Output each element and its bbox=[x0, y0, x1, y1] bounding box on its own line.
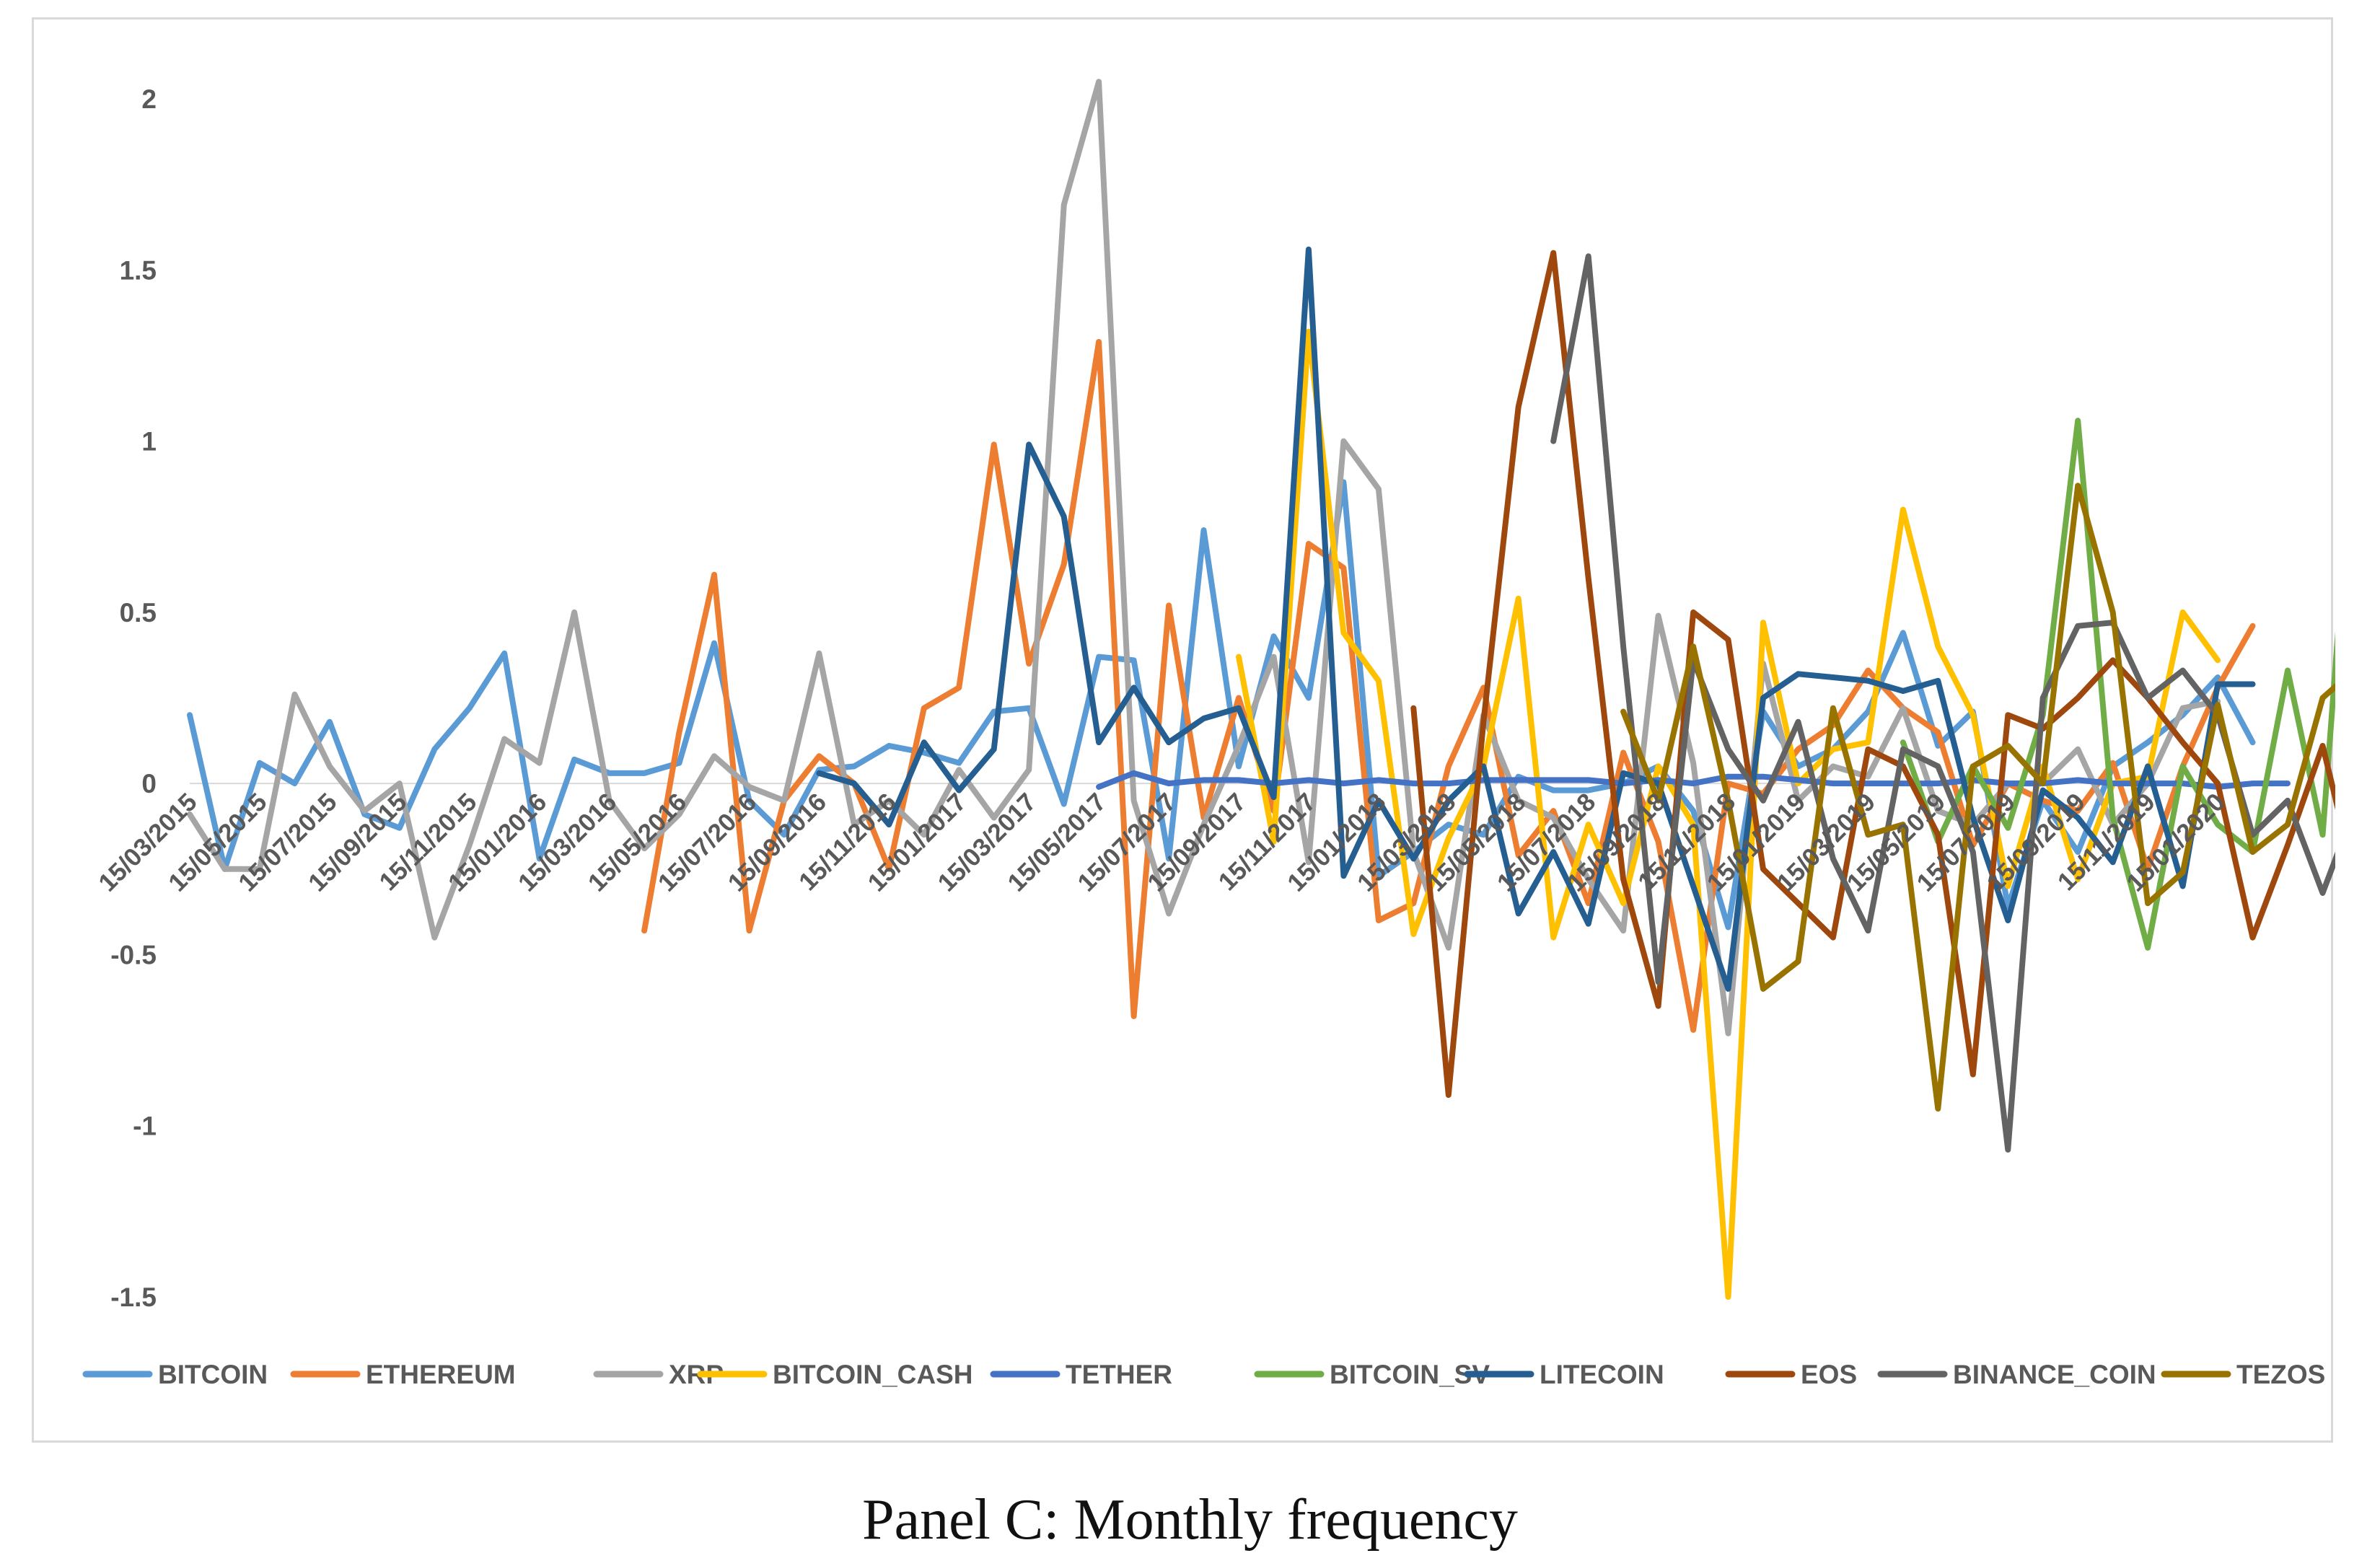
y-tick-label: 1.5 bbox=[120, 255, 157, 285]
legend-label: BITCOIN_SV bbox=[1330, 1360, 1490, 1389]
y-tick-label: -0.5 bbox=[110, 940, 157, 969]
y-tick-label: -1 bbox=[133, 1112, 157, 1141]
legend-label: LITECOIN bbox=[1540, 1360, 1664, 1389]
series-line-tether bbox=[1096, 770, 2291, 790]
series-line-bitcoin-cash bbox=[1236, 328, 2221, 1300]
chart-frame: -1.5 -1 -0.5 0 0.5 1 1.5 2 15/03/2015 15/05/2015… bbox=[32, 17, 2335, 1443]
legend: BITCOIN ETHEREUM XRP BITCOIN_CASH TETHER BITC… bbox=[82, 1360, 2325, 1389]
figure-caption: Panel C: Monthly frequency bbox=[862, 1488, 1518, 1552]
y-tick-label: 1 bbox=[141, 427, 157, 457]
legend-label: TETHER bbox=[1066, 1360, 1172, 1389]
legend-label: BITCOIN bbox=[158, 1360, 268, 1389]
series-line-litecoin bbox=[816, 246, 2256, 992]
y-axis: -1.5 -1 -0.5 0 0.5 1 1.5 2 bbox=[110, 84, 157, 1312]
legend-label: ETHEREUM bbox=[366, 1360, 516, 1389]
legend-label: BINANCE_COIN bbox=[1953, 1360, 2156, 1389]
series-line-ethereum bbox=[641, 338, 2256, 1033]
series-lines bbox=[187, 79, 2335, 1300]
y-tick-label: 0 bbox=[141, 769, 157, 799]
series-line-tezos bbox=[1620, 483, 2335, 1112]
series-line-binance-coin bbox=[1550, 253, 2335, 1153]
series-line-bitcoin bbox=[187, 479, 2256, 931]
legend-label: TEZOS bbox=[2236, 1360, 2325, 1389]
line-chart: -1.5-1-0.500.511.52 15/03/201515/05/2015… bbox=[82, 79, 2335, 1389]
y-tick-label: 0.5 bbox=[120, 598, 157, 628]
legend-label: EOS bbox=[1801, 1360, 1857, 1389]
y-tick-label: -1.5 bbox=[110, 1283, 157, 1312]
y-tick-label: 2 bbox=[141, 84, 157, 114]
legend-label: BITCOIN_CASH bbox=[773, 1360, 973, 1389]
